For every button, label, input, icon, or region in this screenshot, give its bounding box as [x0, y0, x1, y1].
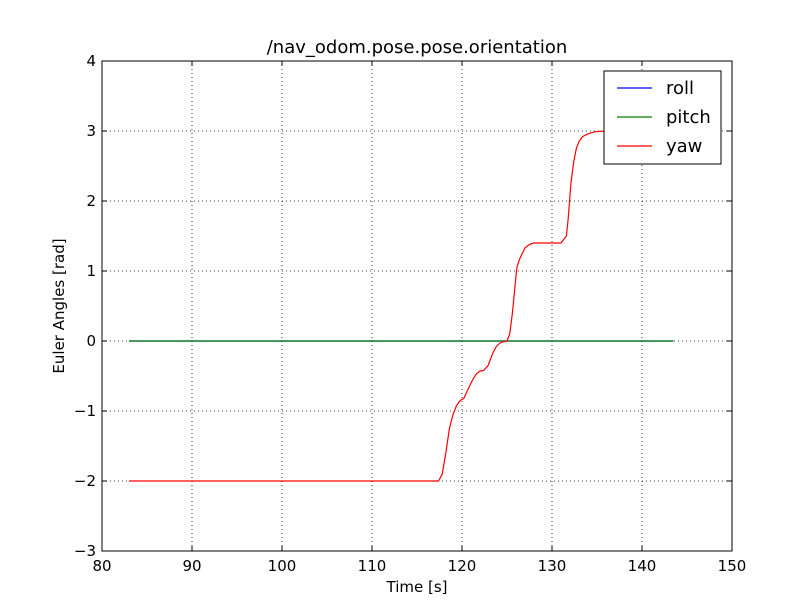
axis-ticks: 80 90 100 110 120 130 140 150 −3 −2 −1 0 1 2 3 4 — [74, 52, 746, 575]
y-tick-label: 0 — [86, 332, 96, 350]
series-line-yaw — [129, 130, 615, 482]
y-tick-label: 4 — [86, 52, 96, 70]
x-tick-label: 110 — [358, 557, 387, 575]
x-tick-label: 80 — [92, 557, 111, 575]
legend-label-yaw: yaw — [666, 136, 702, 157]
y-tick-label: −1 — [74, 402, 96, 420]
series-lines — [129, 130, 674, 482]
x-tick-label: 100 — [268, 557, 297, 575]
x-tick-label: 130 — [538, 557, 567, 575]
y-tick-label: 3 — [86, 122, 96, 140]
y-axis-label: Euler Angles [rad] — [50, 238, 68, 373]
x-axis-label: Time [s] — [386, 578, 448, 596]
x-tick-label: 140 — [628, 557, 657, 575]
legend: roll pitch yaw — [603, 70, 722, 165]
y-tick-label: −2 — [74, 472, 96, 490]
y-tick-label: 1 — [86, 262, 96, 280]
chart-title: /nav_odom.pose.pose.orientation — [267, 37, 568, 58]
legend-label-pitch: pitch — [666, 107, 711, 128]
y-tick-label: −3 — [74, 542, 96, 560]
legend-label-roll: roll — [666, 78, 694, 99]
x-tick-label: 120 — [448, 557, 477, 575]
x-tick-label: 90 — [182, 557, 201, 575]
x-tick-label: 150 — [718, 557, 747, 575]
y-tick-label: 2 — [86, 192, 96, 210]
plot-frame — [101, 60, 733, 552]
